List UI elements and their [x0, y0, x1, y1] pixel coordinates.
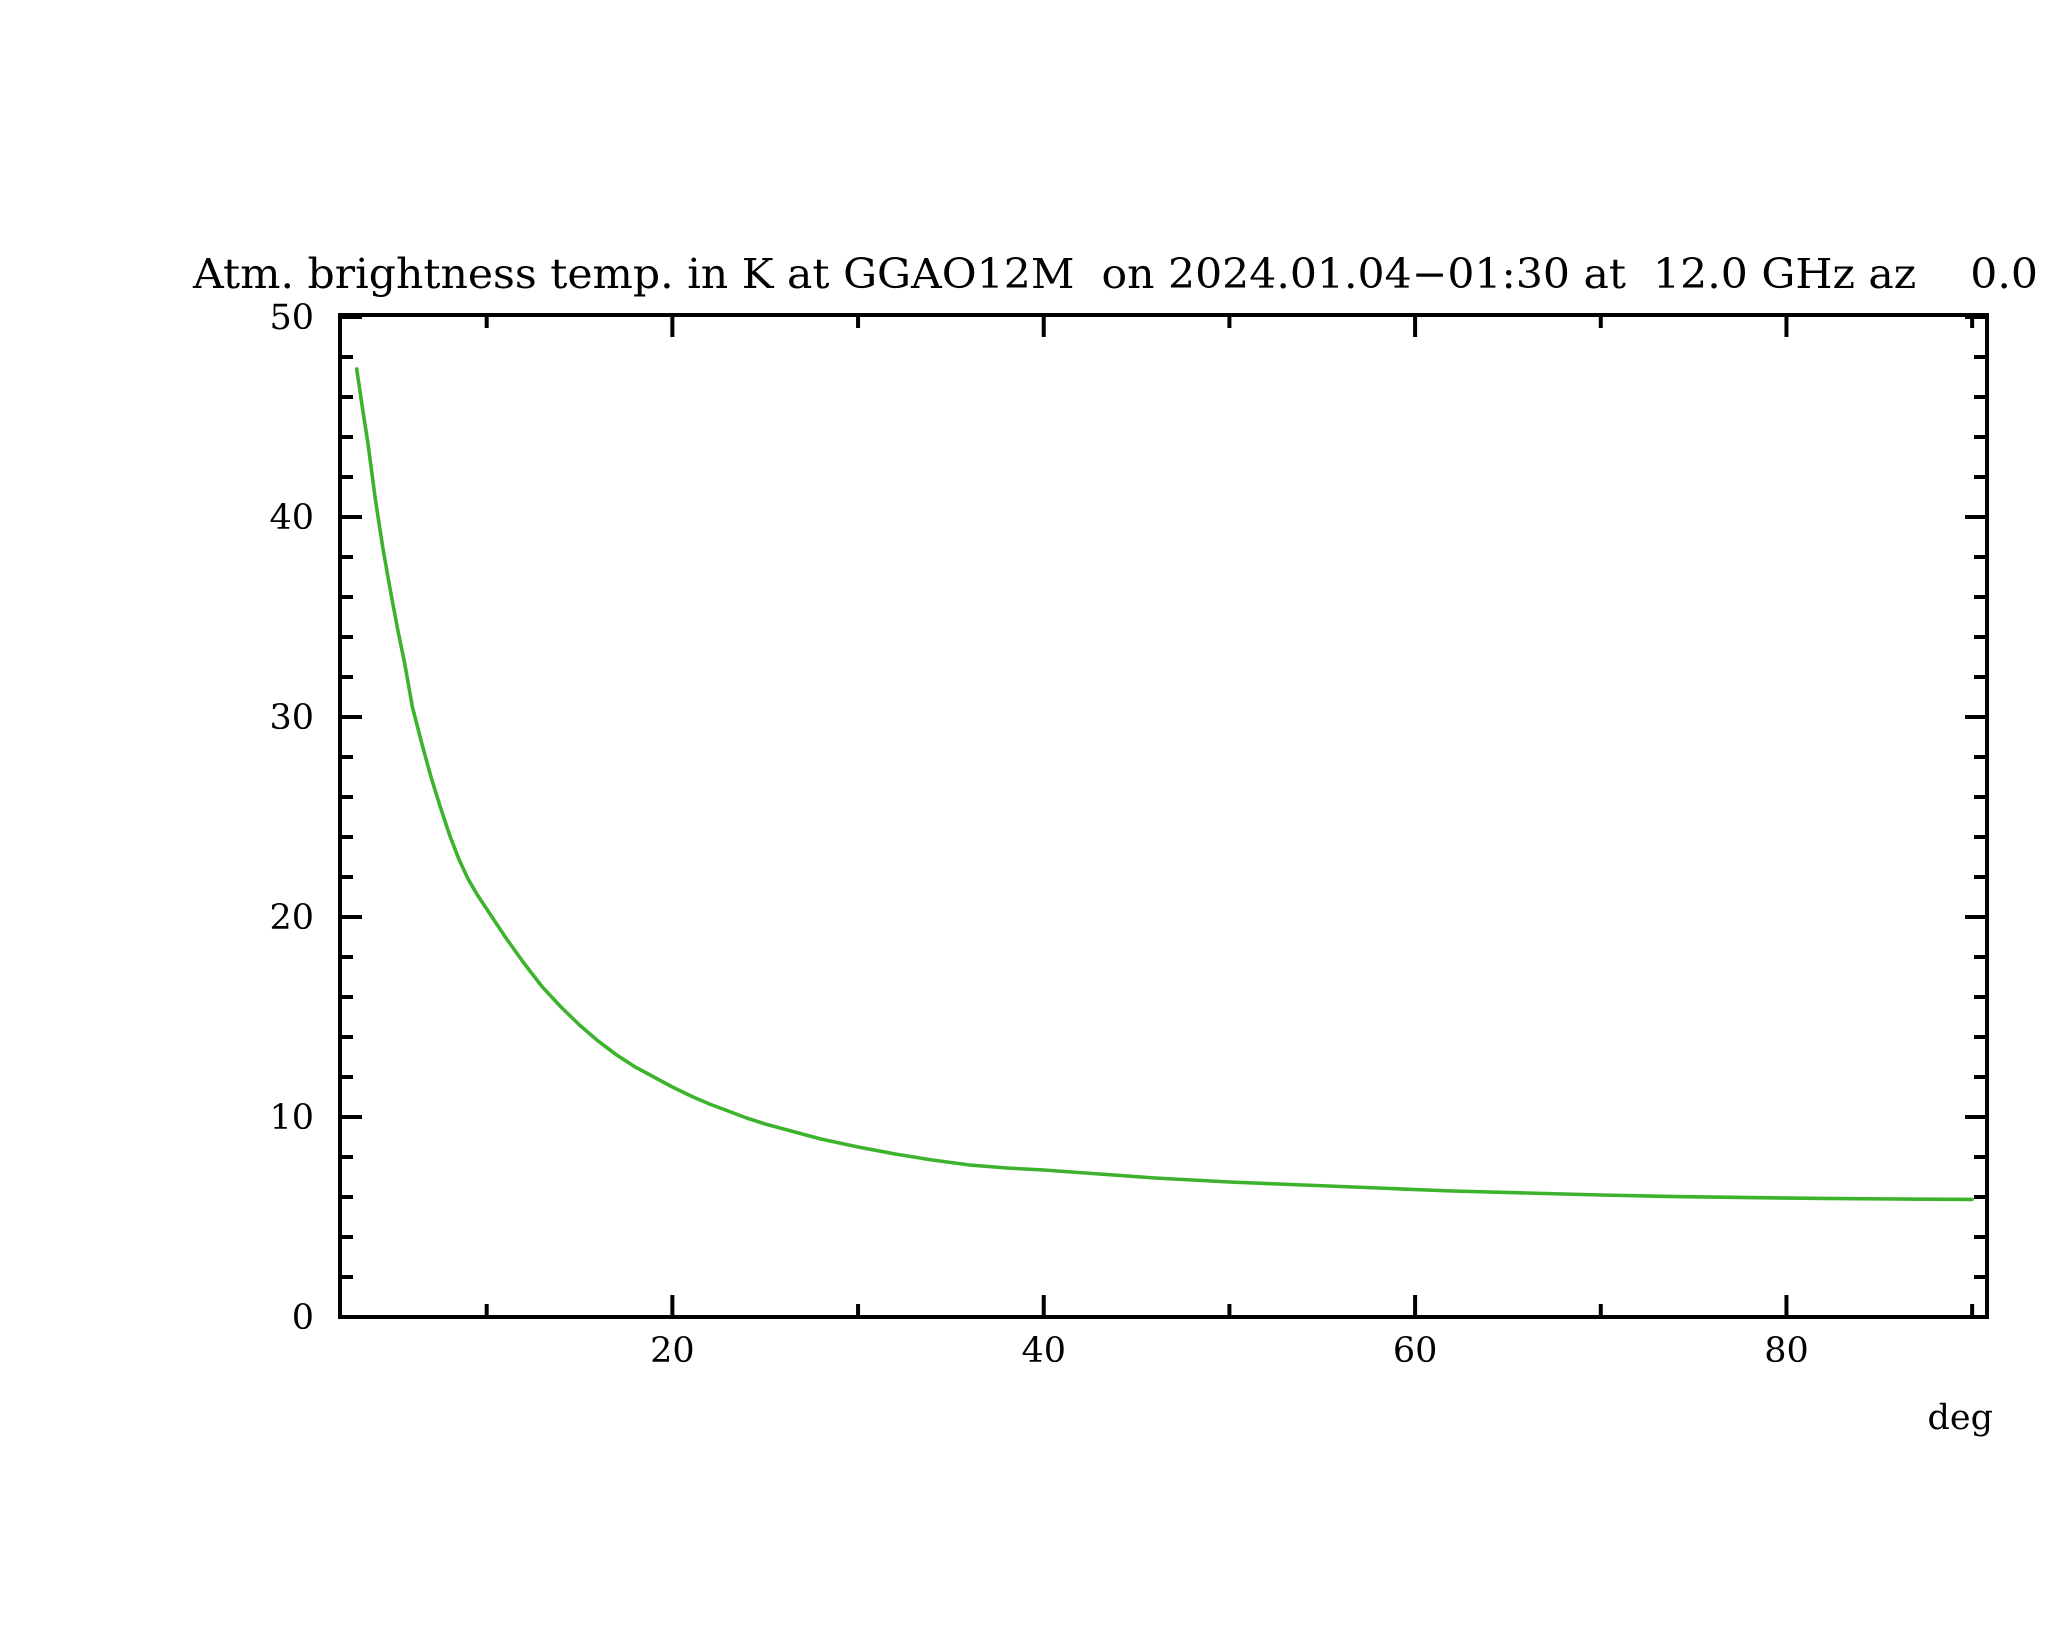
x-tick-label: 60 — [1393, 1331, 1438, 1371]
chart-title: Atm. brightness temp. in K at GGAO12M on… — [192, 250, 2038, 298]
y-tick-label: 0 — [292, 1298, 314, 1338]
x-tick-label: 40 — [1021, 1331, 1066, 1371]
y-tick-label: 50 — [269, 298, 314, 338]
x-tick-label: 80 — [1764, 1331, 1809, 1371]
plot-box — [338, 313, 1989, 1319]
y-tick-label: 40 — [269, 498, 314, 538]
x-axis-unit-label: deg — [1927, 1398, 1993, 1438]
y-tick-label: 10 — [269, 1098, 314, 1138]
x-tick-label: 20 — [650, 1331, 695, 1371]
y-tick-label: 20 — [269, 898, 314, 938]
data-curve — [354, 367, 1974, 1202]
y-tick-label: 30 — [269, 698, 314, 738]
axis-ticks — [340, 315, 1987, 1319]
axis-tick-labels: 20 40 60 80 0 10 20 30 40 50 — [269, 298, 1808, 1371]
